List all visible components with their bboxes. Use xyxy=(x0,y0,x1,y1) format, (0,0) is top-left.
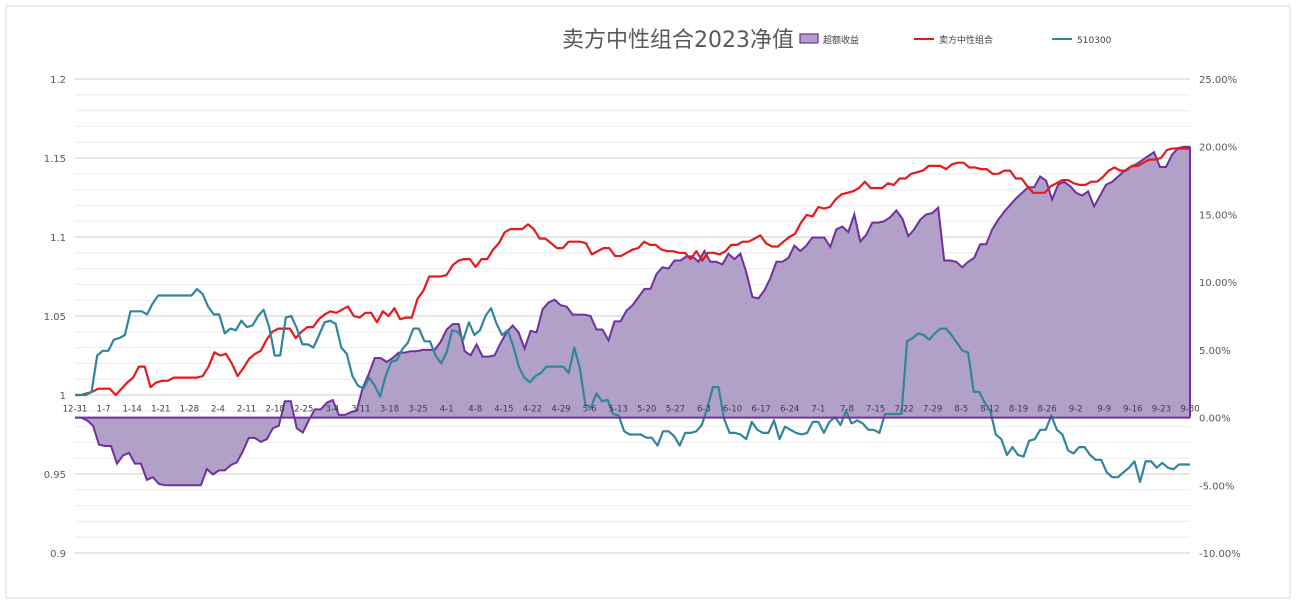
x-tick-label: 1-14 xyxy=(123,405,142,415)
y-left-tick-label: 1 xyxy=(60,391,66,402)
legend-label: 超额收益 xyxy=(823,34,859,46)
x-tick-label: 4-8 xyxy=(468,405,482,415)
legend-label: 510300 xyxy=(1077,36,1112,46)
x-tick-label: 7-1 xyxy=(811,405,825,415)
x-tick-label: 8-5 xyxy=(954,405,968,415)
x-tick-label: 5-27 xyxy=(666,405,685,415)
y-right-tick-label: 10.00% xyxy=(1199,278,1237,289)
y-left-tick-label: 1.2 xyxy=(50,75,66,86)
legend: 超额收益 卖方中性组合 510300 xyxy=(799,33,1112,46)
legend-label: 卖方中性组合 xyxy=(939,34,993,46)
x-tick-label: 3-4 xyxy=(325,405,339,415)
x-tick-label: 9-2 xyxy=(1069,405,1083,415)
x-tick-label: 6-10 xyxy=(723,405,742,415)
x-tick-label: 1-28 xyxy=(180,405,199,415)
x-tick-label: 5-13 xyxy=(609,405,628,415)
x-tick-label: 9-23 xyxy=(1152,405,1171,415)
y-right-tick-label: 5.00% xyxy=(1199,346,1231,357)
x-tick-label: 8-26 xyxy=(1037,405,1056,415)
excess-return-area-layer xyxy=(75,145,1191,487)
x-tick-label: 4-22 xyxy=(523,405,542,415)
x-tick-label: 4-15 xyxy=(494,405,513,415)
y-right-tick-label: 20.00% xyxy=(1199,143,1237,154)
y-left-tick-label: 1.1 xyxy=(50,233,66,244)
excess-return-area xyxy=(75,146,1190,486)
y-left-tick-label: 1.15 xyxy=(44,154,66,165)
x-tick-label: 1-21 xyxy=(151,405,170,415)
x-tick-label: 4-29 xyxy=(551,405,570,415)
y-left-tick-label: 0.95 xyxy=(44,470,66,481)
x-tick-label: 3-18 xyxy=(380,405,399,415)
x-tick-label: 7-15 xyxy=(866,405,885,415)
x-tick-label: 5-20 xyxy=(637,405,656,415)
x-tick-label: 2-25 xyxy=(294,405,313,415)
axes: 1.2 1.15 1.1 1.05 1 0.95 0.9 25.00% 20.00% 15.00%… xyxy=(44,75,1241,560)
x-tick-label: 9-9 xyxy=(1097,405,1111,415)
excess-return-outline xyxy=(75,145,1190,487)
x-tick-label: 12-31 xyxy=(63,405,88,415)
x-tick-label: 1-7 xyxy=(97,405,111,415)
y-right-tick-label: -5.00% xyxy=(1199,481,1234,492)
x-tick-label: 7-22 xyxy=(894,405,913,415)
x-tick-label: 6-24 xyxy=(780,405,799,415)
portfolio-line xyxy=(75,147,1190,397)
x-tick-label: 6-17 xyxy=(752,405,771,415)
x-tick-label: 8-12 xyxy=(980,405,999,415)
x-tick-label: 9-30 xyxy=(1180,405,1199,415)
x-tick-label: 2-4 xyxy=(211,405,225,415)
series-lines xyxy=(75,147,1190,483)
y-right-tick-label: 25.00% xyxy=(1199,75,1237,86)
x-tick-label: 9-16 xyxy=(1123,405,1142,415)
y-left-tick-label: 1.05 xyxy=(44,312,66,323)
index-510300-line xyxy=(75,288,1190,483)
x-tick-label: 3-25 xyxy=(408,405,427,415)
x-tick-label: 6-3 xyxy=(697,405,711,415)
x-tick-label: 5-6 xyxy=(583,405,597,415)
y-right-tick-label: -10.00% xyxy=(1199,549,1241,560)
x-tick-label: 7-29 xyxy=(923,405,942,415)
x-tick-label: 2-18 xyxy=(265,405,284,415)
x-tick-label: 3-11 xyxy=(351,405,370,415)
x-tick-label: 8-19 xyxy=(1009,405,1028,415)
y-right-tick-label: 15.00% xyxy=(1199,210,1237,221)
x-tick-label: 4-1 xyxy=(440,405,454,415)
x-tick-label: 2-11 xyxy=(237,405,256,415)
x-tick-label: 7-8 xyxy=(840,405,854,415)
chart-title: 卖方中性组合2023净值 xyxy=(562,28,794,53)
y-left-tick-label: 0.9 xyxy=(50,549,66,560)
legend-swatch-excess xyxy=(799,33,819,44)
y-right-tick-label: 0.00% xyxy=(1199,414,1231,425)
